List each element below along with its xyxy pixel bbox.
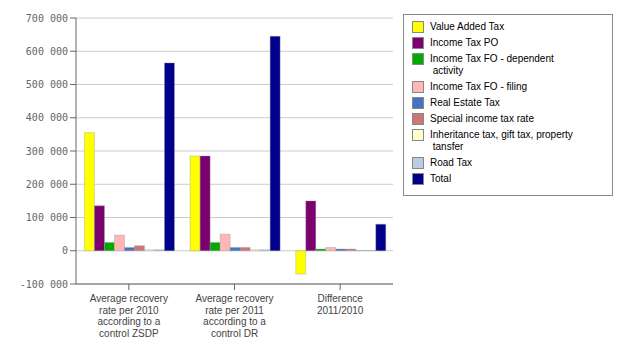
svg-text:Difference2011/2010: Difference2011/2010 (317, 293, 364, 316)
html-text:Total: Total (430, 173, 452, 184)
html-text:Road Tax: Road Tax (430, 157, 473, 168)
svg-text:600 000: 600 000 (26, 46, 68, 57)
html-text:Value Added Tax: Value Added Tax (430, 21, 505, 32)
svg-text:400 000: 400 000 (26, 112, 68, 123)
svg-text:300 000: 300 000 (26, 146, 68, 157)
html-text:Income Tax PO: Income Tax PO (430, 37, 499, 48)
html-text:Income Tax FO - dependent acti: Income Tax FO - dependent activity (430, 53, 554, 76)
html-text:Real Estate Tax: Real Estate Tax (430, 97, 500, 108)
html-text:Income Tax FO - filing: Income Tax FO - filing (430, 81, 528, 92)
svg-text:Average recoveryrate per 2011a: Average recoveryrate per 2011according t… (195, 293, 273, 339)
html-text:Inheritance tax, gift tax, pro: Inheritance tax, gift tax, property tans… (430, 129, 573, 152)
svg-text:200 000: 200 000 (26, 179, 68, 190)
svg-text:100 000: 100 000 (26, 212, 68, 223)
svg-text:Average recoveryrate per 2010a: Average recoveryrate per 2010according t… (90, 293, 168, 339)
svg-text:-100 000: -100 000 (20, 279, 68, 290)
html-text:Special income tax rate: Special income tax rate (430, 113, 534, 124)
svg-text:0: 0 (62, 245, 68, 256)
svg-text:500 000: 500 000 (26, 79, 68, 90)
svg-text:700 000: 700 000 (26, 13, 68, 24)
